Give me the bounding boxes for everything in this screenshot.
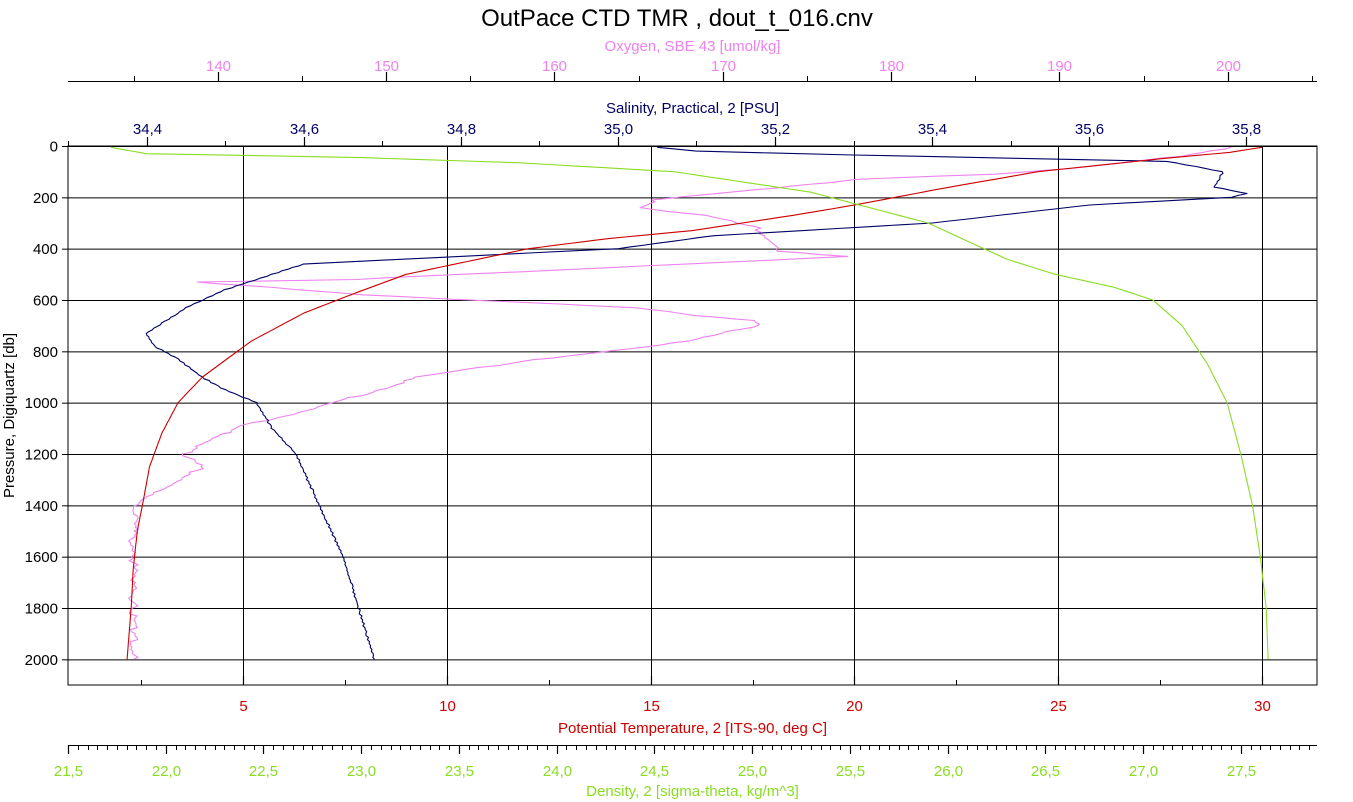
density-tick-label: 23,0	[347, 763, 376, 780]
density-tick-label: 22,5	[249, 763, 278, 780]
pressure-tick-label: 600	[33, 293, 58, 310]
salinity-tick-label: 34,8	[447, 121, 476, 138]
pressure-tick-label: 1800	[25, 601, 58, 618]
salinity-tick-label: 34,6	[290, 121, 319, 138]
temperature-profile-line	[126, 146, 1263, 660]
temperature-tick-label: 15	[643, 698, 660, 715]
density-tick-label: 21,5	[54, 763, 83, 780]
pressure-tick-label: 200	[33, 190, 58, 207]
oxygen-tick-label: 190	[1047, 58, 1072, 75]
density-tick-label: 25,0	[738, 763, 767, 780]
salinity-profile-line	[145, 146, 1248, 660]
oxygen-axis-label: Oxygen, SBE 43 [umol/kg]	[605, 38, 781, 55]
pressure-tick-label: 400	[33, 241, 58, 258]
pressure-axis-label: Pressure, Digiquartz [db]	[1, 333, 18, 498]
oxygen-tick-label: 140	[206, 58, 231, 75]
oxygen-tick-label: 150	[374, 58, 399, 75]
density-tick-label: 26,0	[934, 763, 963, 780]
density-tick-label: 25,5	[836, 763, 865, 780]
temperature-tick-label: 10	[439, 698, 456, 715]
temperature-tick-label: 30	[1254, 698, 1271, 715]
pressure-tick-label: 1000	[25, 395, 58, 412]
salinity-axis-label: Salinity, Practical, 2 [PSU]	[606, 100, 779, 117]
oxygen-tick-label: 200	[1216, 58, 1241, 75]
pressure-tick-label: 1400	[25, 498, 58, 515]
salinity-tick-label: 35,6	[1075, 121, 1104, 138]
density-tick-label: 22,0	[152, 763, 181, 780]
temperature-tick-label: 5	[239, 698, 247, 715]
oxygen-tick-label: 170	[711, 58, 736, 75]
salinity-tick-label: 35,2	[761, 121, 790, 138]
salinity-tick-label: 35,4	[918, 121, 947, 138]
temperature-tick-label: 25	[1050, 698, 1067, 715]
pressure-tick-label: 800	[33, 344, 58, 361]
density-tick-label: 24,0	[543, 763, 572, 780]
oxygen-tick-label: 160	[542, 58, 567, 75]
density-tick-label: 27,5	[1227, 763, 1256, 780]
density-axis-label: Density, 2 [sigma-theta, kg/m^3]	[586, 783, 799, 800]
pressure-tick-label: 2000	[25, 652, 58, 669]
salinity-tick-label: 34,4	[133, 121, 162, 138]
oxygen-tick-label: 180	[879, 58, 904, 75]
pressure-tick-label: 1600	[25, 549, 58, 566]
salinity-tick-label: 35,8	[1232, 121, 1261, 138]
plot-frame	[67, 145, 1318, 686]
density-tick-label: 27,0	[1129, 763, 1158, 780]
chart-title: OutPace CTD TMR , dout_t_016.cnv	[481, 5, 873, 32]
density-tick-label: 24,5	[640, 763, 669, 780]
salinity-tick-label: 35,0	[604, 121, 633, 138]
temperature-tick-label: 20	[846, 698, 863, 715]
pressure-tick-label: 0	[50, 139, 58, 156]
density-tick-label: 23,5	[445, 763, 474, 780]
temperature-axis-label: Potential Temperature, 2 [ITS-90, deg C]	[558, 720, 827, 737]
density-profile-line	[110, 146, 1269, 660]
pressure-tick-label: 1200	[25, 447, 58, 464]
oxygen-profile-line	[128, 146, 1232, 660]
density-tick-label: 26,5	[1031, 763, 1060, 780]
